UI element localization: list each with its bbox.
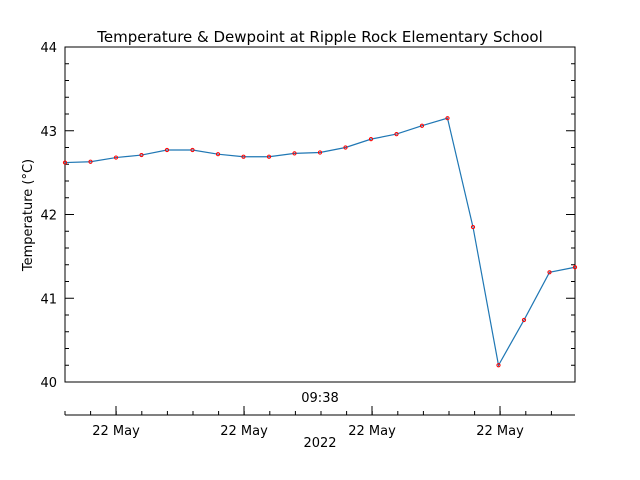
data-point — [292, 151, 297, 156]
x-axis: 22 May 22 May 22 May 22 May — [64, 406, 575, 439]
data-point — [445, 116, 450, 121]
data-point — [317, 150, 323, 155]
x-tick-label: 22 May — [348, 424, 396, 439]
y-tick-label: 44 — [40, 41, 57, 56]
data-point — [266, 154, 272, 159]
data-point — [496, 363, 501, 368]
x-tick-label: 22 May — [92, 424, 140, 439]
data-point — [419, 123, 425, 128]
x-axis-year-label: 2022 — [303, 436, 336, 451]
chart-title: Temperature & Dewpoint at Ripple Rock El… — [96, 28, 543, 46]
series-line — [64, 117, 576, 367]
y-tick-label: 43 — [40, 125, 57, 140]
data-point — [241, 154, 246, 159]
data-point — [572, 265, 578, 270]
data-point — [113, 155, 119, 160]
data-point — [394, 132, 399, 137]
data-point — [521, 317, 527, 323]
data-point — [343, 145, 348, 150]
y-axis-ticks: 40 41 42 43 44 — [40, 41, 575, 391]
x-axis-time-label: 09:38 — [301, 391, 338, 406]
y-tick-label: 41 — [40, 292, 57, 307]
data-point — [215, 152, 221, 157]
data-point — [470, 224, 476, 230]
data-point — [88, 159, 93, 164]
y-tick-label: 40 — [40, 376, 57, 391]
y-axis-label: Temperature (°C) — [21, 159, 36, 272]
series-group — [62, 116, 578, 368]
x-tick-label: 22 May — [476, 424, 524, 439]
y-tick-label: 42 — [40, 209, 57, 224]
data-point — [139, 152, 144, 158]
data-point — [190, 147, 195, 153]
data-point — [164, 147, 170, 153]
plot-frame — [64, 46, 576, 383]
data-point — [62, 160, 68, 165]
data-point — [368, 137, 374, 142]
x-tick-label: 22 May — [220, 424, 268, 439]
data-point — [547, 270, 552, 275]
